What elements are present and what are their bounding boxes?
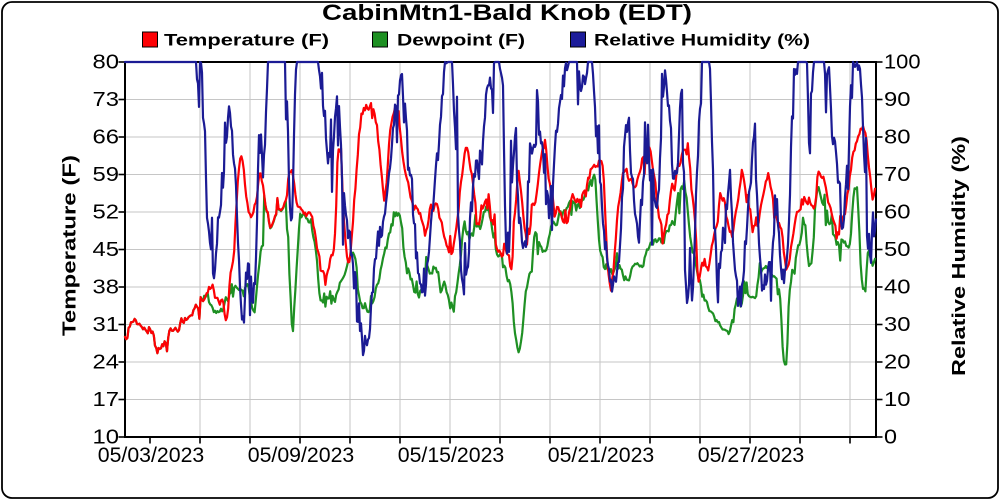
svg-text:0: 0 xyxy=(884,426,897,449)
svg-text:CabinMtn1-Bald Knob (EDT): CabinMtn1-Bald Knob (EDT) xyxy=(322,0,692,25)
svg-text:Temperature (F): Temperature (F) xyxy=(59,155,80,336)
svg-text:40: 40 xyxy=(884,276,911,299)
svg-text:05/03/2023: 05/03/2023 xyxy=(98,443,205,467)
svg-text:59: 59 xyxy=(93,163,120,186)
svg-text:90: 90 xyxy=(884,88,911,111)
svg-text:45: 45 xyxy=(93,238,120,261)
svg-text:24: 24 xyxy=(93,351,120,374)
svg-text:52: 52 xyxy=(93,201,120,224)
svg-text:05/15/2023: 05/15/2023 xyxy=(398,443,505,467)
svg-text:60: 60 xyxy=(884,201,911,224)
svg-text:05/21/2023: 05/21/2023 xyxy=(548,443,655,467)
svg-text:80: 80 xyxy=(93,51,120,74)
svg-text:70: 70 xyxy=(884,163,911,186)
svg-text:10: 10 xyxy=(884,388,911,411)
svg-text:05/27/2023: 05/27/2023 xyxy=(698,443,805,467)
svg-text:73: 73 xyxy=(93,88,120,111)
svg-text:100: 100 xyxy=(884,51,921,74)
svg-text:Temperature (F): Temperature (F) xyxy=(164,31,329,50)
svg-text:20: 20 xyxy=(884,351,911,374)
svg-text:Relative Humidity (%): Relative Humidity (%) xyxy=(594,31,810,50)
svg-text:Dewpoint (F): Dewpoint (F) xyxy=(397,31,525,50)
svg-text:10: 10 xyxy=(93,426,120,449)
svg-text:30: 30 xyxy=(884,313,911,336)
svg-text:31: 31 xyxy=(93,313,120,336)
svg-text:Relative Humidity (%): Relative Humidity (%) xyxy=(948,136,969,376)
svg-text:80: 80 xyxy=(884,126,911,149)
svg-text:38: 38 xyxy=(93,276,120,299)
svg-text:05/09/2023: 05/09/2023 xyxy=(248,443,355,467)
svg-text:17: 17 xyxy=(93,388,120,411)
svg-text:66: 66 xyxy=(93,126,120,149)
svg-text:50: 50 xyxy=(884,238,911,261)
